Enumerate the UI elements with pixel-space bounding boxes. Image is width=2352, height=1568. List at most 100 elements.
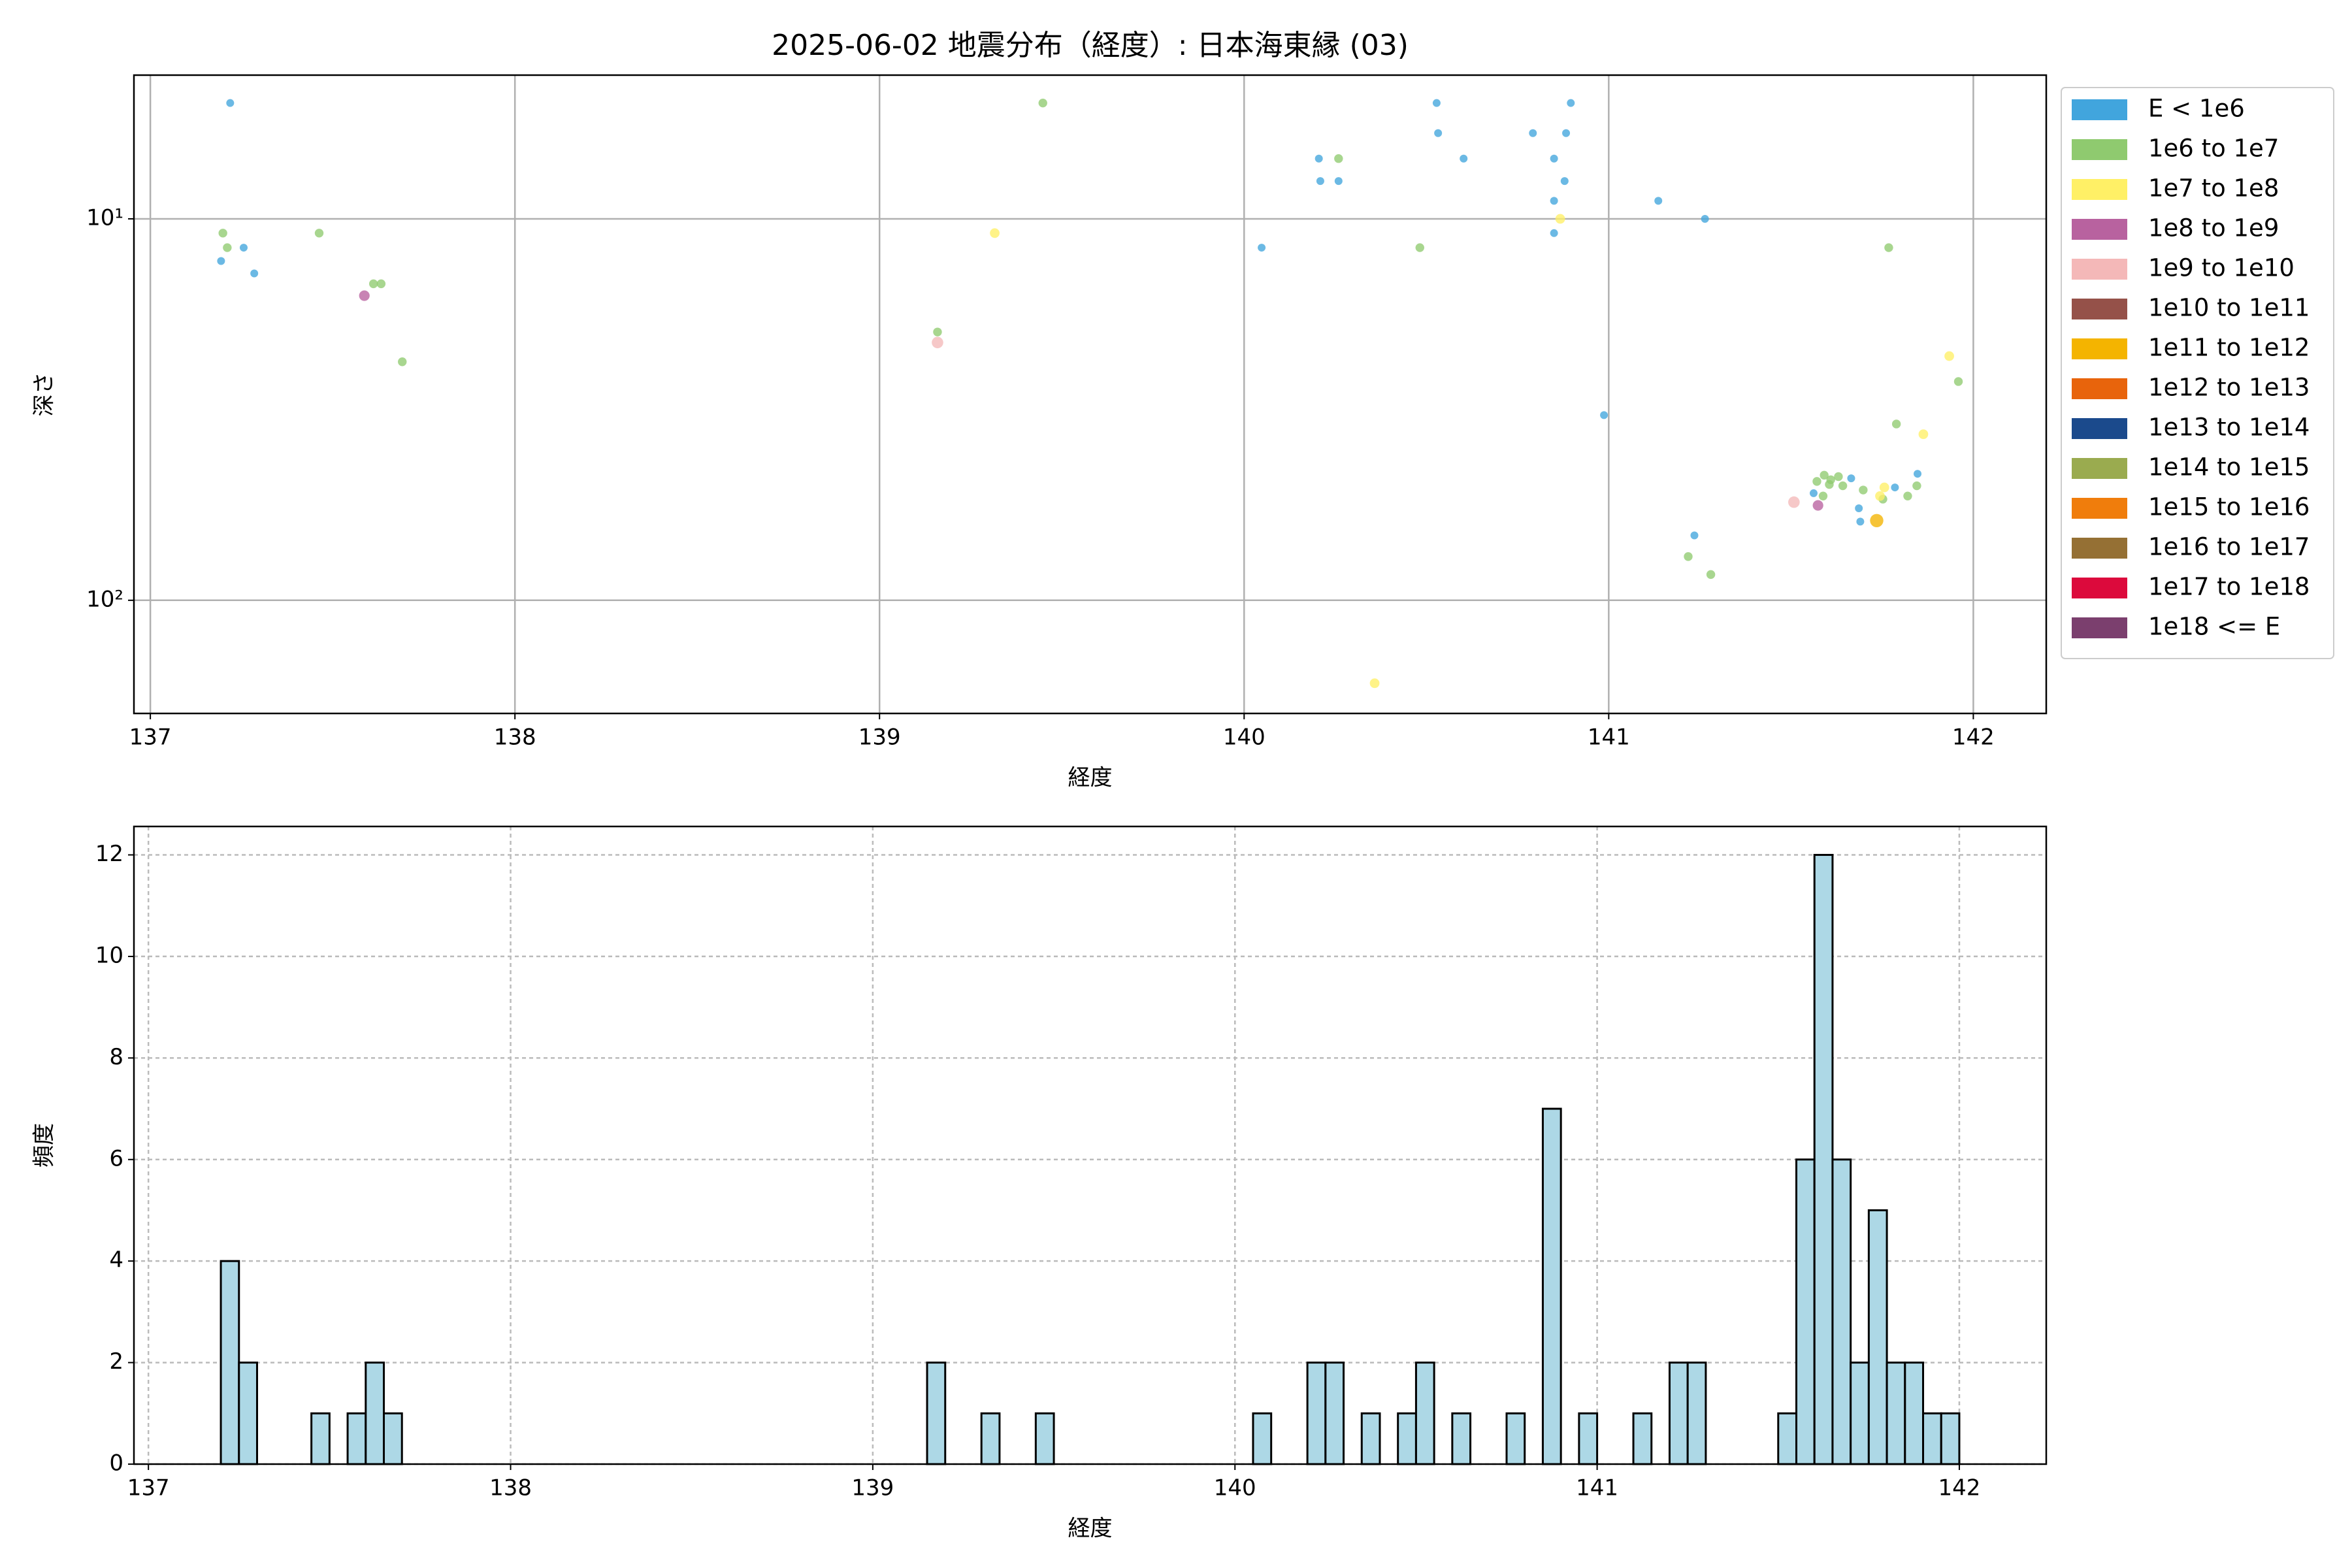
legend-swatch bbox=[2072, 617, 2127, 638]
x-tick-label: 142 bbox=[1952, 725, 1995, 751]
legend-swatch bbox=[2072, 139, 2127, 160]
scatter-point bbox=[1258, 244, 1266, 252]
legend-swatch bbox=[2072, 338, 2127, 359]
scatter-point bbox=[1550, 154, 1558, 163]
legend-label: 1e6 to 1e7 bbox=[2148, 135, 2279, 163]
scatter-point bbox=[1460, 154, 1468, 163]
histogram-bar bbox=[1632, 1412, 1653, 1465]
scatter-point bbox=[218, 229, 227, 238]
histogram-bar bbox=[1777, 1412, 1797, 1465]
y-tick-label: 12 bbox=[95, 841, 123, 867]
histogram-bar bbox=[310, 1412, 331, 1465]
legend-swatch bbox=[2072, 179, 2127, 200]
x-tick-label: 141 bbox=[1576, 1475, 1618, 1501]
x-tick-label: 140 bbox=[1214, 1475, 1256, 1501]
scatter-point bbox=[359, 290, 370, 301]
scatter-point bbox=[1690, 531, 1699, 540]
scatter-point bbox=[1788, 496, 1800, 508]
scatter-point bbox=[1820, 470, 1829, 480]
scatter-point bbox=[1812, 477, 1821, 486]
histogram-bar bbox=[1451, 1412, 1472, 1465]
scatter-point bbox=[1884, 243, 1893, 252]
scatter-point bbox=[239, 244, 248, 252]
y-tick-label: 8 bbox=[109, 1044, 123, 1070]
x-tick-label: 137 bbox=[129, 725, 172, 751]
histogram-bar bbox=[1578, 1412, 1599, 1465]
scatter-point bbox=[1684, 552, 1693, 561]
y-tick-label: 2 bbox=[109, 1348, 123, 1375]
scatter-point bbox=[1809, 489, 1818, 497]
legend-swatch bbox=[2072, 259, 2127, 280]
scatter-point bbox=[1038, 98, 1047, 108]
scatter-point bbox=[314, 229, 324, 238]
scatter-point bbox=[1812, 500, 1823, 511]
legend-swatch bbox=[2072, 219, 2127, 240]
scatter-point bbox=[990, 228, 1000, 238]
scatter-point bbox=[1567, 99, 1575, 107]
histogram-bar bbox=[1867, 1209, 1888, 1465]
histogram-bar bbox=[1505, 1412, 1526, 1465]
legend-label: 1e10 to 1e11 bbox=[2148, 294, 2310, 322]
scatter-point bbox=[1415, 243, 1424, 252]
scatter-point bbox=[1879, 482, 1889, 493]
y-axis-label: 深さ bbox=[31, 372, 57, 417]
histogram-bar bbox=[1795, 1158, 1816, 1465]
y-tick-label: 10² bbox=[86, 586, 123, 612]
scatter-point bbox=[1918, 429, 1929, 440]
scatter-point bbox=[1912, 481, 1921, 491]
scatter-point bbox=[933, 327, 942, 336]
scatter-point bbox=[1903, 491, 1912, 500]
scatter-point bbox=[1859, 485, 1868, 495]
chart-title: 2025-06-02 地震分布（経度）: 日本海東縁 (03) bbox=[772, 29, 1409, 62]
x-tick-label: 139 bbox=[858, 725, 901, 751]
scatter-point bbox=[1834, 472, 1843, 482]
scatter-point bbox=[223, 243, 232, 252]
scatter-point bbox=[1315, 154, 1323, 163]
scatter-point bbox=[1870, 514, 1884, 527]
scatter-point bbox=[1855, 504, 1863, 513]
legend-swatch bbox=[2072, 458, 2127, 479]
scatter-point bbox=[1550, 229, 1558, 237]
scatter-point bbox=[1856, 517, 1865, 526]
scatter-point bbox=[226, 99, 235, 107]
scatter-point bbox=[1654, 197, 1663, 205]
scatter-point bbox=[1847, 474, 1855, 483]
axes-frame bbox=[133, 825, 2048, 1465]
histogram-bar bbox=[1940, 1412, 1961, 1465]
histogram-bar bbox=[365, 1362, 385, 1465]
legend-label: 1e12 to 1e13 bbox=[2148, 374, 2310, 402]
legend-swatch bbox=[2072, 99, 2127, 120]
histogram-bar bbox=[1414, 1362, 1435, 1465]
scatter-point bbox=[932, 336, 943, 349]
scatter-point bbox=[1838, 481, 1848, 491]
x-axis-label: 経度 bbox=[1068, 1516, 1113, 1542]
legend-swatch bbox=[2072, 498, 2127, 519]
axes-frame bbox=[133, 74, 2048, 715]
legend-swatch bbox=[2072, 299, 2127, 319]
x-tick-label: 137 bbox=[127, 1475, 170, 1501]
x-tick-label: 138 bbox=[494, 725, 536, 751]
scatter-point bbox=[1891, 483, 1899, 492]
scatter-point bbox=[1432, 99, 1441, 107]
histogram-bar bbox=[1686, 1362, 1707, 1465]
y-axis-label: 頻度 bbox=[31, 1123, 57, 1168]
scatter-point bbox=[1316, 177, 1324, 186]
histogram-bar bbox=[926, 1362, 947, 1465]
histogram-bar bbox=[1360, 1412, 1381, 1465]
legend-label: 1e8 to 1e9 bbox=[2148, 214, 2279, 242]
y-tick-label: 6 bbox=[109, 1145, 123, 1171]
scatter-point bbox=[1369, 678, 1380, 689]
legend-label: 1e14 to 1e15 bbox=[2148, 453, 2310, 482]
legend-swatch bbox=[2072, 378, 2127, 399]
x-tick-label: 142 bbox=[1938, 1475, 1981, 1501]
scatter-point bbox=[1555, 214, 1565, 224]
scatter-point bbox=[1825, 480, 1834, 489]
histogram-bar bbox=[1306, 1362, 1327, 1465]
legend-label: 1e9 to 1e10 bbox=[2148, 254, 2295, 282]
scatter-point bbox=[1529, 129, 1537, 137]
histogram-bar bbox=[1541, 1107, 1562, 1465]
histogram-bar bbox=[1904, 1362, 1925, 1465]
